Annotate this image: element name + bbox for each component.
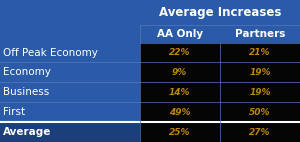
Text: Business: Business — [3, 87, 49, 97]
Bar — [140, 122, 220, 142]
Bar — [220, 62, 300, 82]
Bar — [140, 102, 220, 122]
Text: Partners: Partners — [235, 29, 285, 39]
Text: 50%: 50% — [249, 108, 271, 117]
Text: 9%: 9% — [172, 68, 187, 77]
Text: 14%: 14% — [169, 88, 190, 97]
Text: Off Peak Economy: Off Peak Economy — [3, 48, 98, 58]
Bar — [220, 122, 300, 142]
Text: 25%: 25% — [169, 128, 190, 137]
Text: 21%: 21% — [249, 48, 271, 57]
Bar — [140, 62, 220, 82]
Bar — [0, 122, 140, 142]
Text: 19%: 19% — [249, 88, 271, 97]
Text: 22%: 22% — [169, 48, 190, 57]
Text: First: First — [3, 107, 25, 117]
Bar — [220, 82, 300, 102]
Text: Average Increases: Average Increases — [159, 6, 281, 19]
Bar — [140, 43, 220, 62]
Text: 49%: 49% — [169, 108, 190, 117]
Text: AA Only: AA Only — [157, 29, 203, 39]
Text: 19%: 19% — [249, 68, 271, 77]
Bar — [140, 82, 220, 102]
Text: Economy: Economy — [3, 67, 51, 77]
Text: 27%: 27% — [249, 128, 271, 137]
Text: Average: Average — [3, 127, 51, 137]
Bar — [220, 43, 300, 62]
Bar — [220, 102, 300, 122]
